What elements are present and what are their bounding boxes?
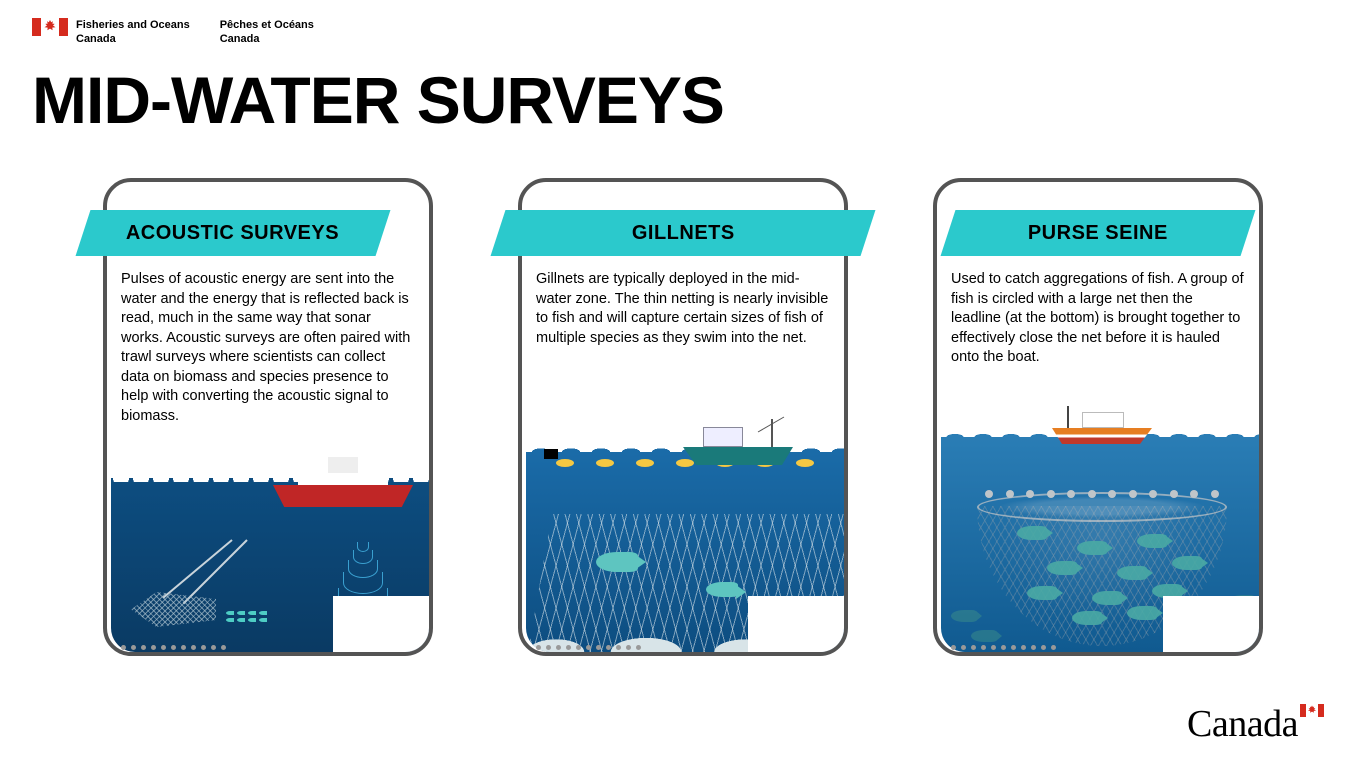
canada-flag-icon [32,18,68,36]
dept-fr-line1: Pêches et Océans [220,18,314,32]
sonar-cone-icon [333,542,393,652]
card-body-text: Used to catch aggregations of fish. A gr… [951,270,1245,368]
fish-icon [596,552,638,572]
dept-en-line1: Fisheries and Oceans [76,18,190,32]
purse-seine-illustration [941,392,1263,652]
dept-fr-line2: Canada [220,32,314,46]
card-acoustic: ACOUSTIC SURVEYS Pulses of acoustic ener… [83,178,453,658]
research-ship-icon [273,452,413,507]
seine-boat-icon [1052,402,1152,444]
buoy-icon [544,449,558,459]
card-purse-seine: PURSE SEINE Used to catch aggregations o… [913,178,1283,658]
fish-icon [1229,595,1255,607]
purse-net-icon [977,492,1227,647]
card-title: ACOUSTIC SURVEYS [126,222,339,245]
fish-school-icon [226,611,276,622]
wordmark-text: Canada [1187,702,1298,746]
canada-wordmark: Canada [1187,702,1324,746]
card-gillnets: GILLNETS Gillnets are typically deployed… [498,178,868,658]
trawl-net-icon [131,592,216,627]
decorative-dots-icon [951,645,1056,650]
gov-header: Fisheries and Oceans Canada Pêches et Oc… [32,18,314,47]
card-title: GILLNETS [632,222,735,245]
fish-icon [971,630,997,642]
decorative-dots-icon [121,645,226,650]
fish-icon [1212,625,1238,637]
card-body-text: Gillnets are typically deployed in the m… [536,270,830,348]
department-names: Fisheries and Oceans Canada Pêches et Oc… [76,18,314,47]
decorative-dots-icon [536,645,641,650]
dept-en-line2: Canada [76,32,190,46]
card-title-banner: GILLNETS [491,210,876,256]
cards-row: ACOUSTIC SURVEYS Pulses of acoustic ener… [0,178,1366,658]
card-body-text: Pulses of acoustic energy are sent into … [121,270,415,427]
gillnet-illustration [526,407,848,652]
fish-icon [706,582,738,597]
wordmark-flag-icon [1300,704,1324,722]
card-title-banner: ACOUSTIC SURVEYS [76,210,391,256]
fishing-boat-icon [683,415,793,465]
page-title: MID-WATER SURVEYS [32,62,724,138]
card-title: PURSE SEINE [1028,222,1168,245]
card-title-banner: PURSE SEINE [941,210,1256,256]
fish-icon [951,610,977,622]
acoustic-illustration [111,442,433,652]
